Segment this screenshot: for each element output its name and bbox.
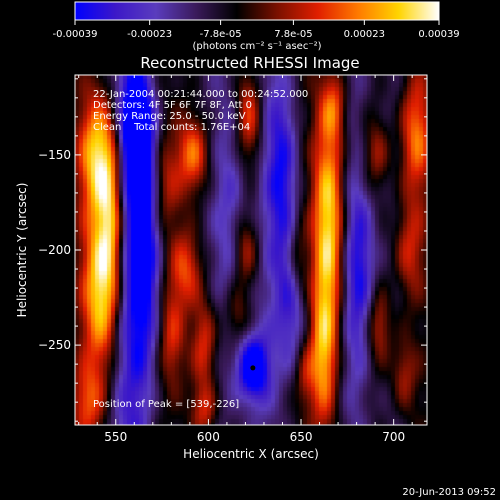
colorbar-unit-label: (photons cm⁻² s⁻¹ asec⁻²) — [192, 41, 321, 52]
colorbar-tick-label: -7.8e-05 — [200, 29, 242, 40]
axis-ticks — [75, 75, 427, 425]
y-tick-labels: −150 −200 −250 — [38, 148, 71, 352]
colorbar-tick-label: 0.00039 — [418, 29, 459, 40]
colorbar-tick-label: 0.00023 — [344, 29, 385, 40]
colorbar-gradient — [74, 1, 440, 21]
x-tick-label: 600 — [197, 430, 220, 444]
annotation-block: 22-Jan-2004 00:21:44.000 to 00:24:52.000… — [93, 89, 308, 133]
y-axis-label: Heliocentric Y (arcsec) — [15, 183, 29, 318]
y-tick-label: −200 — [38, 243, 71, 257]
colorbar-tick-labels: -0.00039 -0.00023 -7.8e-05 7.8e-05 0.00023 0.… — [53, 29, 460, 40]
x-tick-label: 700 — [382, 430, 405, 444]
footer-timestamp: 20-Jun-2013 09:52 — [402, 487, 496, 498]
peak-position-label: Position of Peak = [539,-226] — [93, 399, 239, 410]
annotation-energy-range: Energy Range: 25.0 - 50.0 keV — [93, 111, 246, 122]
colorbar-tick-label: 7.8e-05 — [274, 29, 312, 40]
peak-marker — [250, 365, 256, 371]
annotation-detectors: Detectors: 4F 5F 6F 7F 8F, Att 0 — [93, 100, 252, 111]
heatmap-plot: 550 600 650 700 −150 −200 −250 — [38, 74, 428, 444]
annotation-time-range: 22-Jan-2004 00:21:44.000 to 00:24:52.000 — [93, 89, 308, 100]
x-tick-label: 550 — [104, 430, 127, 444]
colorbar-tick-label: -0.00023 — [127, 29, 172, 40]
colorbar-tick-label: -0.00039 — [53, 29, 98, 40]
y-tick-label: −250 — [38, 338, 71, 352]
colorbar: -0.00039 -0.00023 -7.8e-05 7.8e-05 0.00023 0.… — [53, 1, 460, 52]
annotation-clean-counts: Clean Total counts: 1.76E+04 — [93, 122, 250, 133]
y-tick-label: −150 — [38, 148, 71, 162]
x-tick-label: 650 — [290, 430, 313, 444]
colorbar-ticks — [74, 20, 440, 25]
x-axis-label: Heliocentric X (arcsec) — [183, 447, 319, 461]
x-tick-labels: 550 600 650 700 — [104, 430, 405, 444]
chart-title: Reconstructed RHESSI Image — [140, 54, 359, 72]
